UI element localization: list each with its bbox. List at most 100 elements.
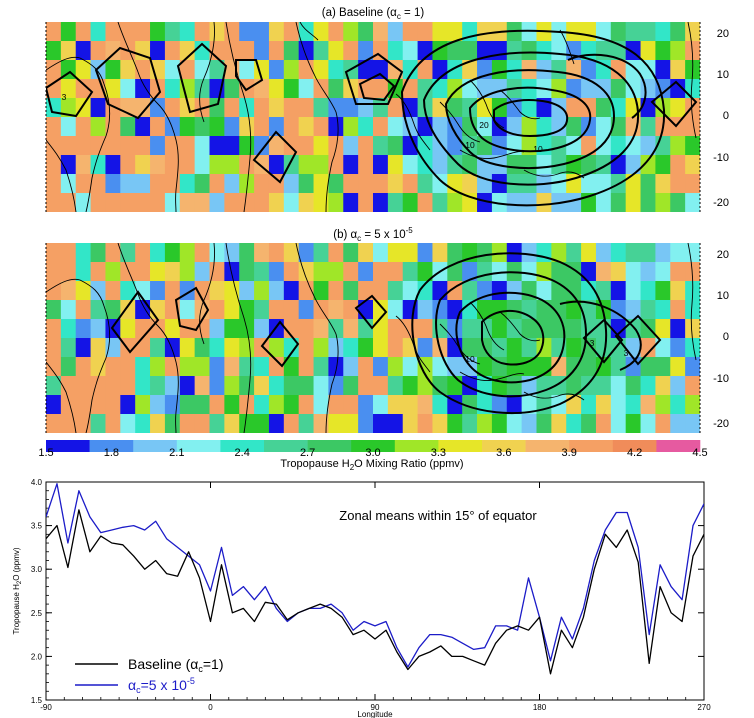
heatmap-cell: [685, 376, 700, 396]
heatmap-cell: [447, 193, 463, 212]
heatmap-cell: [194, 262, 210, 282]
heatmap-cell: [313, 136, 329, 156]
heatmap-cell: [313, 193, 329, 212]
heatmap-cell: [224, 193, 240, 212]
heatmap-cell: [417, 243, 433, 263]
heatmap-cell: [551, 243, 567, 263]
heatmap-cell: [506, 117, 523, 137]
heatmap-cell: [60, 155, 77, 175]
heatmap-cell: [670, 262, 686, 282]
heatmap-cell: [462, 376, 478, 396]
y-tick-label: 3.5: [31, 522, 43, 531]
heatmap-cell: [462, 395, 478, 415]
colorbar-swatch: [482, 440, 526, 452]
heatmap-cell: [432, 174, 448, 194]
heatmap-cell: [254, 136, 270, 156]
heatmap-cell: [610, 376, 627, 396]
heatmap-cell: [655, 41, 671, 61]
heatmap-cell: [60, 395, 77, 415]
legend-label-baseline: Baseline (αc=1): [128, 656, 223, 674]
heatmap-cell: [135, 300, 151, 320]
heatmap-cell: [685, 155, 700, 175]
heatmap-cell: [194, 319, 210, 339]
heatmap-cell: [298, 174, 314, 194]
heatmap-cell: [60, 98, 77, 118]
heatmap-cell: [164, 41, 181, 61]
heatmap-cell: [90, 98, 106, 118]
heatmap-cell: [595, 395, 612, 415]
heatmap-cell: [224, 98, 240, 118]
heatmap-cell: [313, 262, 329, 282]
heatmap-cell: [328, 338, 344, 358]
heatmap-cell: [566, 395, 582, 415]
heatmap-cell: [60, 193, 77, 212]
heatmap-cell: [640, 136, 656, 156]
heatmap-cell: [551, 60, 567, 80]
heatmap-cell: [298, 193, 314, 212]
heatmap-cell: [328, 395, 344, 415]
heatmap-cell: [283, 60, 300, 80]
heatmap-cell: [477, 98, 493, 118]
heatmap-cell: [402, 414, 418, 433]
heatmap-cell: [447, 41, 463, 61]
heatmap-cell: [135, 414, 151, 433]
heatmap-cell: [150, 22, 166, 42]
heatmap-cell: [268, 319, 285, 339]
heatmap-cell: [640, 117, 656, 137]
heatmap-cell: [358, 395, 374, 415]
heatmap-cell: [655, 376, 671, 396]
heatmap-cell: [462, 60, 478, 80]
heatmap-cell: [685, 300, 700, 320]
x-tick-label: 270: [697, 703, 711, 712]
heatmap-cell: [164, 319, 181, 339]
heatmap-cell: [164, 193, 181, 212]
heatmap-cell: [491, 136, 508, 156]
heatmap-cell: [120, 117, 136, 137]
heatmap-cell: [224, 155, 240, 175]
heatmap-cell: [551, 300, 567, 320]
heatmap-cell: [164, 98, 181, 118]
heatmap-cell: [610, 300, 627, 320]
colorbar-swatch: [351, 440, 396, 452]
heatmap-cell: [655, 193, 671, 212]
heatmap-cell: [313, 357, 329, 377]
heatmap-cell: [60, 319, 77, 339]
heatmap-cell: [447, 243, 463, 263]
heatmap-cell: [581, 60, 597, 80]
heatmap-cell: [194, 243, 210, 263]
heatmap-cell: [462, 300, 478, 320]
heatmap-cell: [581, 174, 597, 194]
contour-label: 20: [479, 120, 489, 130]
heatmap-cell: [179, 193, 196, 212]
colorbar-tick-label: 3.0: [365, 447, 380, 459]
heatmap-cell: [343, 117, 359, 137]
heatmap-cell: [209, 155, 225, 175]
heatmap-cell: [60, 41, 77, 61]
heatmap-cell: [417, 193, 433, 212]
colorbar-swatch: [307, 440, 352, 452]
heatmap-cell: [105, 155, 121, 175]
heatmap-cell: [75, 155, 91, 175]
heatmap-cell: [105, 79, 121, 99]
heatmap-cell: [150, 79, 166, 99]
heatmap-cell: [358, 174, 374, 194]
heatmap-cell: [60, 79, 77, 99]
heatmap-cell: [194, 22, 210, 42]
panel-a-lat-axis: 20 10 0 -10 -20: [713, 28, 729, 209]
heatmap-cell: [75, 395, 91, 415]
heatmap-cell: [506, 300, 523, 320]
heatmap-cell: [373, 193, 389, 212]
heatmap-cell: [164, 281, 181, 301]
heatmap-cell: [150, 262, 166, 282]
heatmap-cell: [462, 136, 478, 156]
heatmap-cell: [625, 155, 641, 175]
heatmap-cell: [298, 155, 314, 175]
heatmap-cell: [313, 98, 329, 118]
colorbar: [46, 440, 701, 452]
heatmap-cell: [75, 98, 91, 118]
heatmap-cell: [179, 262, 196, 282]
heatmap-cell: [135, 262, 151, 282]
heatmap-cell: [685, 136, 700, 156]
heatmap-cell: [313, 281, 329, 301]
heatmap-cell: [343, 41, 359, 61]
